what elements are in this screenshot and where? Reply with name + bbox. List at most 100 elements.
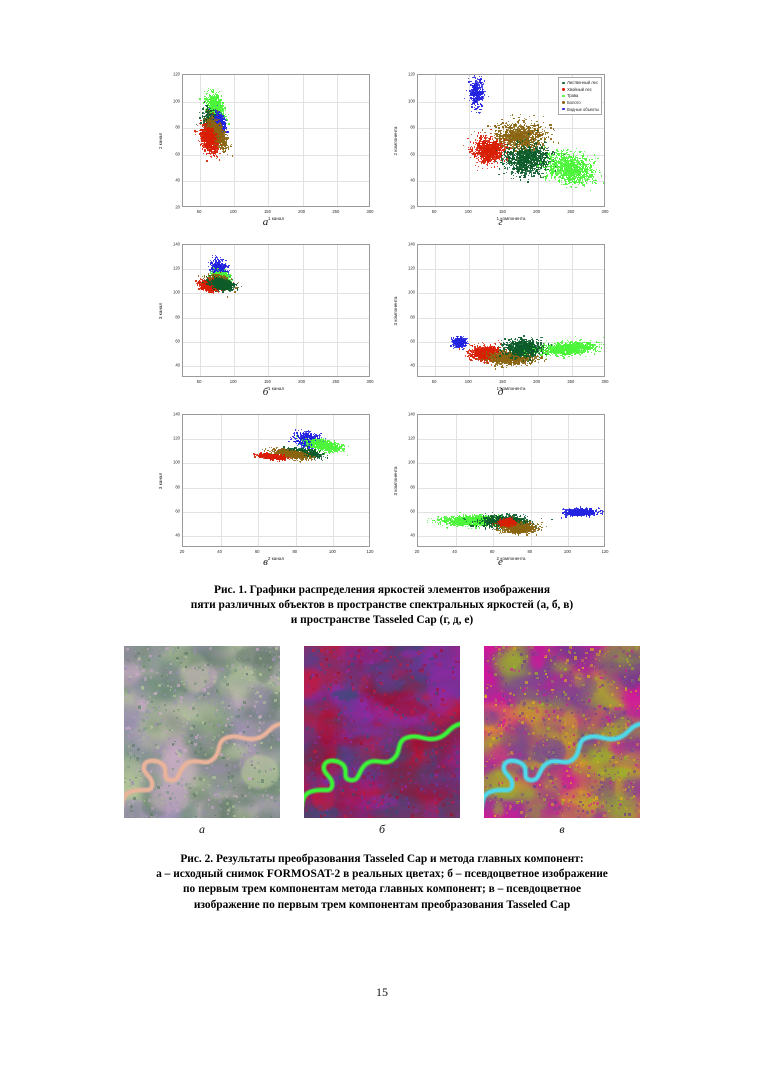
x-tick-label: 300 xyxy=(602,379,609,384)
image-sublabel-б: б xyxy=(304,822,460,837)
legend-item-label: Трава xyxy=(567,93,578,98)
satellite-image-а: а xyxy=(124,646,280,818)
y-tick-label: 60 xyxy=(164,508,180,513)
plot-panel-a: 50 100 150 200 250 300 20 40 60 80 100 120 1 канал 2 … xyxy=(148,68,383,238)
y-axis-label: 3 канал xyxy=(158,302,163,318)
plot-panel-g: 50 100 150 200 250 300 20 40 60 80 100 120 Лиственны… xyxy=(383,68,618,238)
y-axis-label: 3 компонента xyxy=(393,296,398,325)
y-tick-label: 40 xyxy=(164,362,180,367)
y-tick-label: 100 xyxy=(399,290,415,295)
y-tick-label: 20 xyxy=(399,205,415,210)
figure-1-caption: Рис. 1. Графики распределения яркостей э… xyxy=(0,583,764,629)
x-tick-label: 100 xyxy=(465,209,472,214)
y-tick-label: 100 xyxy=(399,98,415,103)
x-tick-label: 150 xyxy=(499,379,506,384)
plot-area-d xyxy=(417,244,605,377)
y-axis-label: 2 канал xyxy=(158,132,163,148)
panel-sublabel-d: д xyxy=(383,386,618,398)
satellite-image-б: б xyxy=(304,646,460,818)
legend-item: Лиственный лес xyxy=(561,80,599,87)
y-tick-label: 40 xyxy=(399,178,415,183)
legend-item-label: Хвойный лес xyxy=(567,87,592,92)
scatter-series xyxy=(183,245,369,376)
x-tick-label: 120 xyxy=(602,549,609,554)
y-tick-label: 120 xyxy=(164,436,180,441)
x-tick-label: 300 xyxy=(367,209,374,214)
satellite-image-canvas xyxy=(484,646,640,818)
x-tick-label: 200 xyxy=(533,209,540,214)
x-tick-label: 300 xyxy=(602,209,609,214)
x-tick-label: 100 xyxy=(230,209,237,214)
y-tick-label: 80 xyxy=(164,125,180,130)
y-tick-label: 60 xyxy=(164,151,180,156)
y-tick-label: 120 xyxy=(399,266,415,271)
x-tick-label: 200 xyxy=(298,379,305,384)
y-tick-label: 40 xyxy=(164,532,180,537)
plot-row: 50 100 150 200 250 300 40 60 80 100 120 140 1 канал 3… xyxy=(148,238,618,408)
x-tick-label: 40 xyxy=(217,549,222,554)
x-tick-label: 80 xyxy=(527,549,532,554)
legend-swatch-icon xyxy=(562,101,564,103)
x-tick-label: 250 xyxy=(332,379,339,384)
legend-swatch-icon xyxy=(562,95,564,97)
y-tick-label: 120 xyxy=(399,436,415,441)
legend-item-label: Водные объекты xyxy=(567,107,599,112)
y-tick-label: 140 xyxy=(399,412,415,417)
y-tick-label: 60 xyxy=(399,508,415,513)
x-tick-label: 50 xyxy=(197,379,202,384)
caption-line: изображение по первым трем компонентам п… xyxy=(0,898,764,913)
x-tick-label: 50 xyxy=(432,209,437,214)
river-overlay xyxy=(484,646,640,818)
y-tick-label: 40 xyxy=(164,178,180,183)
x-tick-label: 60 xyxy=(490,549,495,554)
y-tick-label: 40 xyxy=(399,362,415,367)
x-tick-label: 20 xyxy=(180,549,185,554)
panel-sublabel-e: е xyxy=(383,556,618,568)
y-tick-label: 80 xyxy=(164,484,180,489)
legend-item: Хвойный лес xyxy=(561,86,599,93)
x-tick-label: 150 xyxy=(499,209,506,214)
plot-row: 20 40 60 80 100 120 40 60 80 100 120 140 2 канал 3 ка… xyxy=(148,408,618,578)
river-overlay xyxy=(304,646,460,818)
caption-line: и пространстве Tasseled Cap (г, д, е) xyxy=(0,613,764,628)
y-tick-label: 140 xyxy=(399,242,415,247)
caption-line: по первым трем компонентам метода главны… xyxy=(0,882,764,897)
y-tick-label: 120 xyxy=(164,72,180,77)
y-tick-label: 120 xyxy=(164,266,180,271)
image-sublabel-в: в xyxy=(484,822,640,837)
scatter-series xyxy=(418,415,604,546)
panel-sublabel-v: в xyxy=(148,556,383,568)
x-tick-label: 80 xyxy=(292,549,297,554)
x-tick-label: 150 xyxy=(264,209,271,214)
y-tick-label: 80 xyxy=(399,484,415,489)
x-tick-label: 100 xyxy=(230,379,237,384)
y-tick-label: 80 xyxy=(164,314,180,319)
x-tick-label: 20 xyxy=(415,549,420,554)
x-tick-label: 50 xyxy=(197,209,202,214)
x-tick-label: 250 xyxy=(567,209,574,214)
panel-sublabel-g: г xyxy=(383,216,618,228)
y-tick-label: 120 xyxy=(399,72,415,77)
x-tick-label: 100 xyxy=(465,379,472,384)
plot-row: 50 100 150 200 250 300 20 40 60 80 100 120 1 канал 2 … xyxy=(148,68,618,238)
satellite-image-canvas xyxy=(124,646,280,818)
plot-area-e xyxy=(417,414,605,547)
y-tick-label: 40 xyxy=(399,532,415,537)
image-sublabel-а: а xyxy=(124,822,280,837)
legend-swatch-icon xyxy=(562,108,564,110)
plot-panel-e: 20 40 60 80 100 120 40 60 80 100 120 140 2 компонент… xyxy=(383,408,618,578)
satellite-image-в: в xyxy=(484,646,640,818)
y-axis-label: 3 канал xyxy=(158,472,163,488)
plot-panel-v: 20 40 60 80 100 120 40 60 80 100 120 140 2 канал 3 ка… xyxy=(148,408,383,578)
x-tick-label: 300 xyxy=(367,379,374,384)
legend-item-label: Лиственный лес xyxy=(567,80,598,85)
y-tick-label: 80 xyxy=(399,314,415,319)
caption-line: а – исходный снимок FORMOSAT-2 в реальны… xyxy=(0,867,764,882)
page-number: 15 xyxy=(0,985,764,1000)
legend-item: Болото xyxy=(561,99,599,106)
y-tick-label: 100 xyxy=(164,460,180,465)
plot-area-g: Лиственный лес Хвойный лес Трава Болото Водн… xyxy=(417,74,605,207)
plot-panel-b: 50 100 150 200 250 300 40 60 80 100 120 140 1 канал 3… xyxy=(148,238,383,408)
